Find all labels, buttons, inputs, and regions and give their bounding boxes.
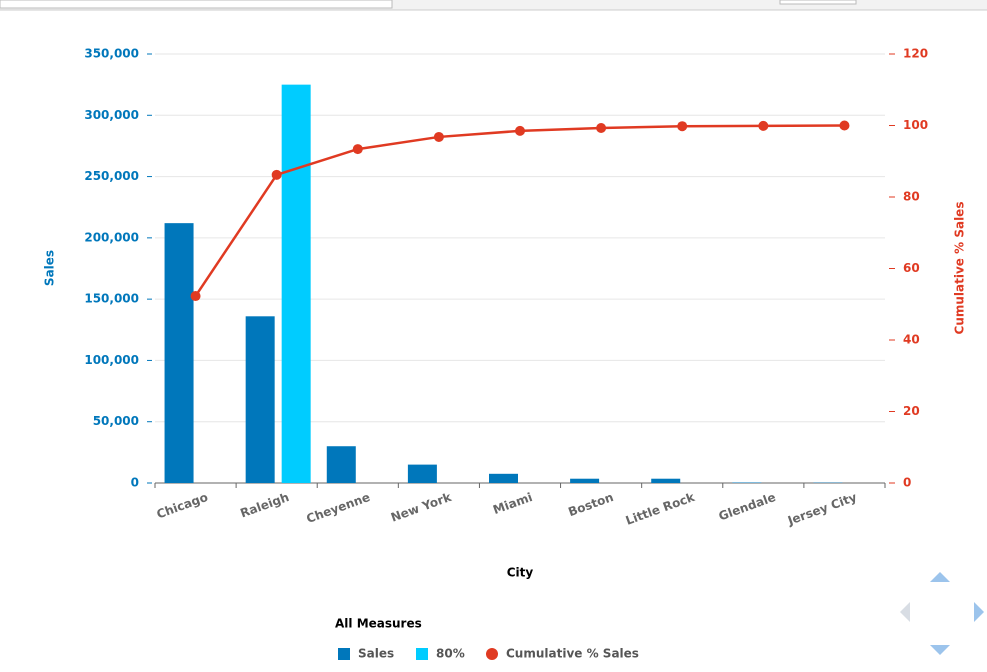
nav-left[interactable] bbox=[900, 602, 910, 622]
y-tick-label: 200,000 bbox=[84, 230, 139, 244]
legend-label: Cumulative % Sales bbox=[506, 647, 639, 661]
point bbox=[515, 126, 525, 136]
x-tick-label: Chicago bbox=[155, 490, 210, 521]
x-tick-label: Little Rock bbox=[624, 490, 698, 528]
y-tick-label: 250,000 bbox=[84, 169, 139, 183]
point bbox=[353, 144, 363, 154]
point bbox=[677, 121, 687, 131]
y-tick-label: 150,000 bbox=[84, 292, 139, 306]
x-tick-label: Cheyenne bbox=[305, 490, 372, 526]
legend-marker bbox=[486, 648, 498, 660]
y2-axis-title: Cumulative % Sales bbox=[953, 202, 967, 335]
bar bbox=[570, 479, 599, 483]
legend-label: 80% bbox=[436, 647, 465, 661]
point bbox=[758, 121, 768, 131]
y2-tick-label: 80 bbox=[903, 190, 920, 204]
bar bbox=[651, 479, 680, 483]
y-tick-label: 100,000 bbox=[84, 353, 139, 367]
bar bbox=[282, 85, 311, 483]
y-axis-title: Sales bbox=[43, 250, 57, 286]
x-tick-label: Boston bbox=[566, 490, 615, 519]
bar bbox=[489, 474, 518, 483]
point bbox=[434, 132, 444, 142]
nav-down[interactable] bbox=[930, 645, 950, 655]
y2-tick-label: 120 bbox=[903, 47, 928, 61]
y-tick-label: 300,000 bbox=[84, 108, 139, 122]
x-tick-label: Glendale bbox=[717, 490, 778, 524]
y2-tick-label: 40 bbox=[903, 333, 920, 347]
nav-right[interactable] bbox=[974, 602, 984, 622]
x-tick-label: New York bbox=[389, 490, 454, 525]
x-axis-title: City bbox=[507, 566, 534, 580]
nav-up[interactable] bbox=[930, 572, 950, 582]
x-tick-label: Jersey City bbox=[785, 490, 859, 528]
y2-tick-label: 60 bbox=[903, 261, 920, 275]
legend-label: Sales bbox=[358, 647, 394, 661]
legend-marker bbox=[416, 648, 428, 660]
y2-tick-label: 0 bbox=[903, 476, 911, 490]
bar bbox=[327, 446, 356, 483]
toolbar-button[interactable] bbox=[780, 0, 856, 4]
bar bbox=[165, 223, 194, 483]
bar bbox=[408, 465, 437, 483]
point bbox=[272, 170, 282, 180]
y2-tick-label: 100 bbox=[903, 118, 928, 132]
y2-tick-label: 20 bbox=[903, 404, 920, 418]
bar bbox=[246, 316, 275, 483]
y-tick-label: 350,000 bbox=[84, 47, 139, 61]
point bbox=[191, 291, 201, 301]
x-tick-label: Miami bbox=[491, 490, 534, 517]
legend-title: All Measures bbox=[335, 617, 422, 631]
toolbar-field bbox=[0, 0, 392, 8]
y-tick-label: 0 bbox=[131, 476, 139, 490]
point bbox=[839, 121, 849, 131]
legend-marker bbox=[338, 648, 350, 660]
y-tick-label: 50,000 bbox=[93, 414, 139, 428]
point bbox=[596, 123, 606, 133]
x-tick-label: Raleigh bbox=[238, 490, 291, 521]
